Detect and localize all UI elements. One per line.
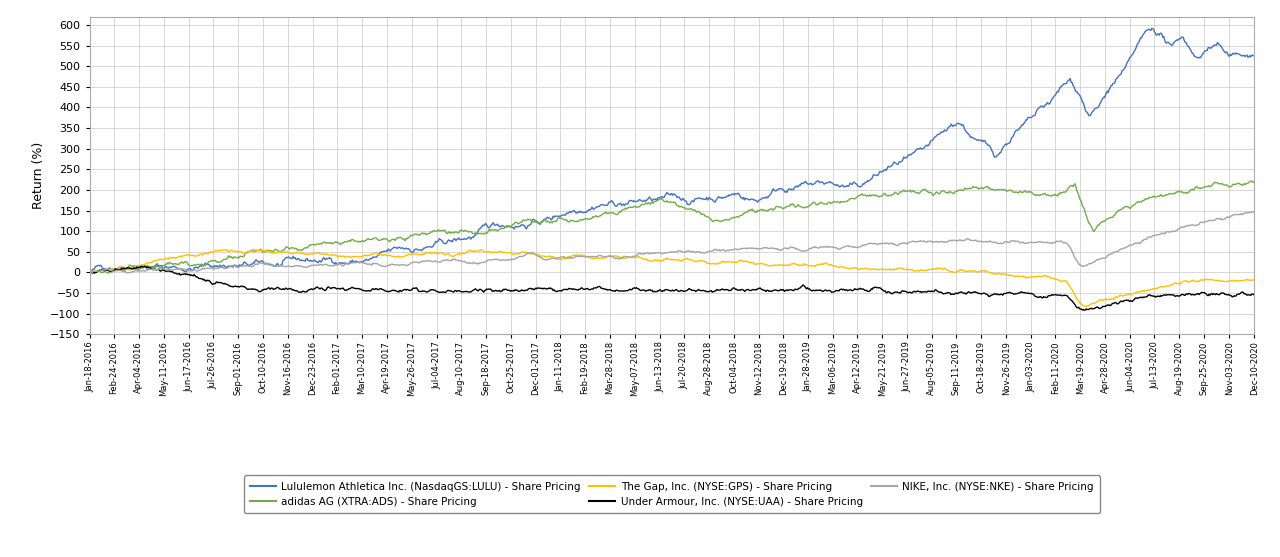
NIKE, Inc. (NYSE:NKE) - Share Pricing <box>879 240 895 247</box>
The Gap, Inc. (NYSE:GPS) - Share Pricing <box>1021 273 1037 280</box>
Lululemon Athletica Inc. (NasdaqGS:LULU) - Share Pricing <box>905 149 920 156</box>
Lululemon Athletica Inc. (NasdaqGS:LULU) - Share Pricing <box>366 254 381 261</box>
NIKE, Inc. (NYSE:NKE) - Share Pricing <box>1247 208 1262 214</box>
Under Armour, Inc. (NYSE:UAA) - Share Pricing <box>82 269 97 276</box>
NIKE, Inc. (NYSE:NKE) - Share Pricing <box>82 269 97 276</box>
The Gap, Inc. (NYSE:GPS) - Share Pricing <box>82 269 97 276</box>
Line: Lululemon Athletica Inc. (NasdaqGS:LULU) - Share Pricing: Lululemon Athletica Inc. (NasdaqGS:LULU)… <box>90 28 1254 272</box>
The Gap, Inc. (NYSE:GPS) - Share Pricing <box>879 267 895 273</box>
adidas AG (XTRA:ADS) - Share Pricing <box>906 188 922 194</box>
The Gap, Inc. (NYSE:GPS) - Share Pricing <box>367 250 383 256</box>
NIKE, Inc. (NYSE:NKE) - Share Pricing <box>704 248 719 255</box>
Lululemon Athletica Inc. (NasdaqGS:LULU) - Share Pricing <box>1144 25 1160 32</box>
NIKE, Inc. (NYSE:NKE) - Share Pricing <box>1021 240 1037 246</box>
Line: The Gap, Inc. (NYSE:GPS) - Share Pricing: The Gap, Inc. (NYSE:GPS) - Share Pricing <box>90 250 1254 306</box>
Legend: Lululemon Athletica Inc. (NasdaqGS:LULU) - Share Pricing, adidas AG (XTRA:ADS) -: Lululemon Athletica Inc. (NasdaqGS:LULU)… <box>244 476 1100 513</box>
NIKE, Inc. (NYSE:NKE) - Share Pricing <box>119 270 134 276</box>
Under Armour, Inc. (NYSE:UAA) - Share Pricing <box>367 286 383 293</box>
adidas AG (XTRA:ADS) - Share Pricing <box>1021 189 1037 196</box>
The Gap, Inc. (NYSE:GPS) - Share Pricing <box>704 261 719 267</box>
adidas AG (XTRA:ADS) - Share Pricing <box>1244 178 1260 184</box>
Lululemon Athletica Inc. (NasdaqGS:LULU) - Share Pricing <box>703 196 718 203</box>
The Gap, Inc. (NYSE:GPS) - Share Pricing <box>1079 303 1094 310</box>
adidas AG (XTRA:ADS) - Share Pricing <box>255 248 270 255</box>
The Gap, Inc. (NYSE:GPS) - Share Pricing <box>255 247 270 254</box>
NIKE, Inc. (NYSE:NKE) - Share Pricing <box>255 260 270 267</box>
adidas AG (XTRA:ADS) - Share Pricing <box>84 270 100 277</box>
Line: Under Armour, Inc. (NYSE:UAA) - Share Pricing: Under Armour, Inc. (NYSE:UAA) - Share Pr… <box>90 266 1254 310</box>
adidas AG (XTRA:ADS) - Share Pricing <box>1247 178 1262 185</box>
adidas AG (XTRA:ADS) - Share Pricing <box>82 269 97 276</box>
adidas AG (XTRA:ADS) - Share Pricing <box>367 235 383 242</box>
Lululemon Athletica Inc. (NasdaqGS:LULU) - Share Pricing <box>82 269 97 276</box>
Under Armour, Inc. (NYSE:UAA) - Share Pricing <box>1076 307 1092 314</box>
Under Armour, Inc. (NYSE:UAA) - Share Pricing <box>1247 291 1262 297</box>
Lululemon Athletica Inc. (NasdaqGS:LULU) - Share Pricing <box>1247 52 1262 59</box>
Under Armour, Inc. (NYSE:UAA) - Share Pricing <box>133 263 148 270</box>
The Gap, Inc. (NYSE:GPS) - Share Pricing <box>1247 277 1262 284</box>
adidas AG (XTRA:ADS) - Share Pricing <box>704 217 719 223</box>
Under Armour, Inc. (NYSE:UAA) - Share Pricing <box>704 287 719 294</box>
Lululemon Athletica Inc. (NasdaqGS:LULU) - Share Pricing <box>878 167 893 174</box>
Lululemon Athletica Inc. (NasdaqGS:LULU) - Share Pricing <box>1020 115 1036 121</box>
The Gap, Inc. (NYSE:GPS) - Share Pricing <box>247 246 262 253</box>
Lululemon Athletica Inc. (NasdaqGS:LULU) - Share Pricing <box>253 257 269 264</box>
Line: adidas AG (XTRA:ADS) - Share Pricing: adidas AG (XTRA:ADS) - Share Pricing <box>90 181 1254 273</box>
NIKE, Inc. (NYSE:NKE) - Share Pricing <box>906 238 922 245</box>
Line: NIKE, Inc. (NYSE:NKE) - Share Pricing: NIKE, Inc. (NYSE:NKE) - Share Pricing <box>90 211 1254 273</box>
adidas AG (XTRA:ADS) - Share Pricing <box>879 192 895 199</box>
NIKE, Inc. (NYSE:NKE) - Share Pricing <box>367 260 383 267</box>
Under Armour, Inc. (NYSE:UAA) - Share Pricing <box>255 286 270 293</box>
Y-axis label: Return (%): Return (%) <box>32 142 45 209</box>
Under Armour, Inc. (NYSE:UAA) - Share Pricing <box>1021 290 1037 296</box>
Under Armour, Inc. (NYSE:UAA) - Share Pricing <box>906 288 922 295</box>
Under Armour, Inc. (NYSE:UAA) - Share Pricing <box>879 289 895 296</box>
The Gap, Inc. (NYSE:GPS) - Share Pricing <box>906 267 922 274</box>
